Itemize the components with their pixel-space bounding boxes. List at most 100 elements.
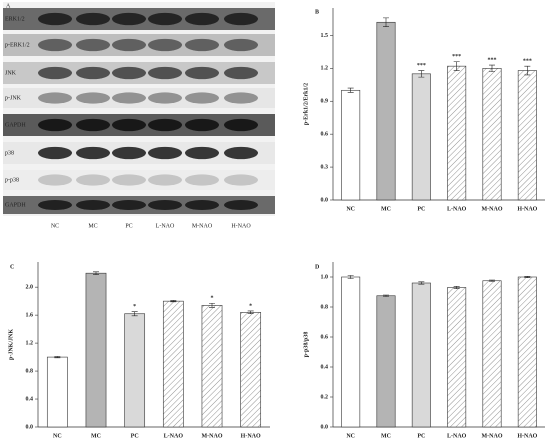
error-bar — [489, 279, 495, 282]
blot-band — [112, 66, 146, 80]
bar — [201, 305, 223, 428]
bar — [124, 313, 146, 428]
lane-label: L-NAO — [156, 223, 175, 229]
blot-band — [185, 66, 219, 80]
blot-band — [224, 174, 258, 186]
x-tick-label: PC — [131, 433, 139, 439]
blot-band — [224, 66, 258, 80]
bar — [376, 21, 396, 201]
y-tick-label: 1.2 — [26, 340, 34, 346]
bar — [341, 89, 361, 201]
error-bar — [383, 17, 389, 27]
bar — [85, 272, 107, 428]
blot-band — [185, 118, 219, 132]
y-tick-label: 1.0 — [321, 274, 329, 280]
panel-label: D — [315, 264, 320, 270]
error-bar — [453, 286, 460, 289]
significance: *** — [488, 57, 497, 63]
y-tick-label: 0.0 — [26, 424, 34, 430]
blot-band — [148, 199, 182, 211]
blot-band — [112, 12, 146, 26]
blot-band — [38, 174, 72, 186]
x-tick-label: L-NAO — [164, 433, 184, 439]
x-tick-label: NC — [53, 433, 62, 439]
blot-band — [112, 118, 146, 132]
panel-label: A — [6, 3, 11, 9]
error-bar — [54, 356, 61, 359]
blot-band — [76, 12, 110, 26]
error-bar — [489, 64, 495, 72]
x-tick-label: M-NAO — [482, 433, 503, 439]
error-bar — [131, 311, 138, 317]
blot-band — [38, 12, 72, 26]
x-tick-label: L-NAO — [447, 433, 467, 439]
lane-label: NC — [51, 223, 59, 229]
significance: *** — [452, 54, 461, 60]
blot-band — [112, 38, 146, 52]
panel-label: C — [10, 264, 14, 270]
y-tick-label: 0.4 — [321, 364, 329, 370]
lane-label: PC — [125, 223, 132, 229]
y-tick-label: 2.0 — [26, 285, 34, 291]
blot-band — [148, 146, 182, 160]
blot-band — [224, 146, 258, 160]
x-tick-label: M-NAO — [202, 433, 223, 439]
bar — [240, 312, 262, 428]
blot-row-label: GAPDH — [5, 122, 26, 128]
blot-band — [224, 199, 258, 211]
panel-label: B — [315, 9, 319, 15]
blot-band — [224, 12, 258, 26]
bar — [341, 276, 361, 428]
blot-band — [38, 199, 72, 211]
bar — [517, 276, 537, 428]
blot-band — [224, 118, 258, 132]
blot-band — [185, 38, 219, 52]
blot-row-label: p-ERK1/2 — [5, 42, 30, 48]
significance: * — [211, 296, 214, 302]
blot-band — [185, 146, 219, 160]
blot-band — [148, 38, 182, 52]
bar — [517, 70, 537, 201]
blot-row-label: JNK — [5, 70, 17, 76]
error-bar — [453, 61, 460, 71]
blot-band — [38, 118, 72, 132]
blot-band — [148, 92, 182, 104]
bar — [482, 68, 502, 201]
bar — [482, 280, 502, 428]
bar — [447, 287, 467, 428]
x-tick-label: H-NAO — [517, 206, 537, 212]
lane-label: MC — [88, 223, 97, 229]
error-bar — [247, 310, 254, 315]
bar — [46, 356, 68, 428]
significance: *** — [417, 63, 426, 69]
blot-row-label: p-p38 — [5, 177, 19, 183]
y-tick-label: 0.6 — [321, 334, 329, 340]
bar — [411, 73, 431, 201]
x-tick-label: NC — [346, 206, 355, 212]
y-tick-label: 1.6 — [26, 313, 34, 319]
blot-row-label: p-JNK — [5, 95, 22, 101]
x-tick-label: NC — [346, 433, 355, 439]
x-tick-label: L-NAO — [447, 206, 467, 212]
error-bar — [347, 275, 354, 279]
error-bar — [347, 87, 354, 93]
y-tick-label: 1.2 — [321, 66, 329, 72]
bar — [411, 282, 431, 428]
x-tick-label: MC — [91, 433, 101, 439]
blot-row-label: p38 — [5, 150, 14, 156]
x-tick-label: MC — [381, 433, 391, 439]
y-axis-label: p-Erk1/2/Erk1/2 — [303, 83, 309, 125]
blot-band — [38, 38, 72, 52]
x-tick-label: MC — [381, 206, 391, 212]
bar — [447, 65, 467, 201]
blot-band — [112, 146, 146, 160]
y-tick-label: 0.8 — [321, 304, 329, 310]
y-tick-label: 0.9 — [321, 99, 329, 105]
lane-label: H-NAO — [231, 223, 251, 229]
x-tick-label: PC — [417, 206, 425, 212]
blot-band — [112, 199, 146, 211]
blot-band — [112, 92, 146, 104]
y-axis-label: p-JNK/JNK — [8, 329, 14, 360]
blot-band — [76, 199, 110, 211]
